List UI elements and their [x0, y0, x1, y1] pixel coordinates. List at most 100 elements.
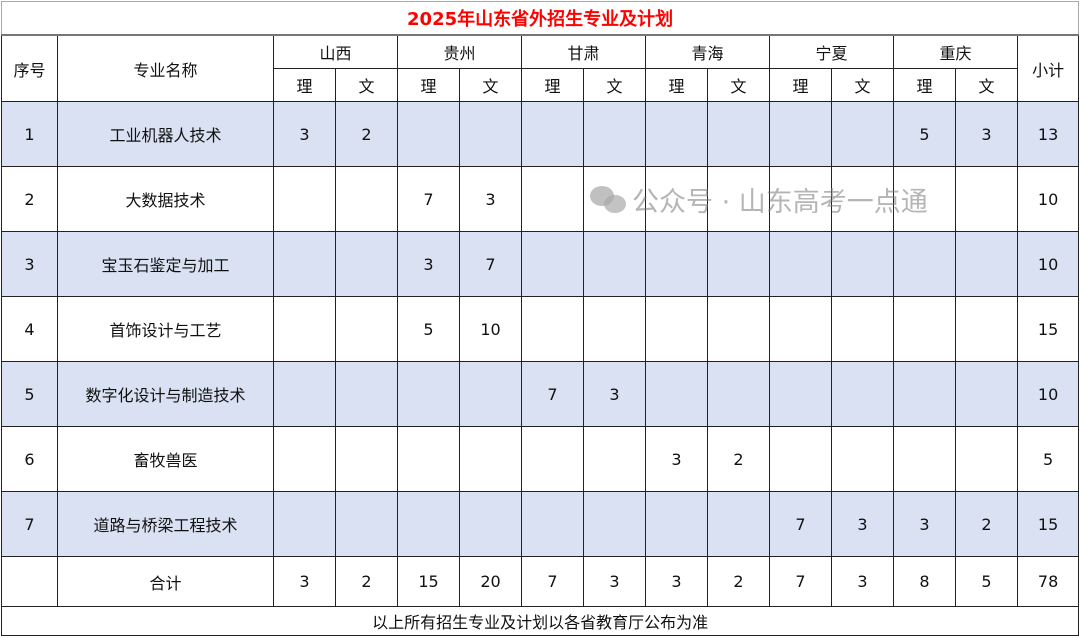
- row-value: [583, 296, 646, 362]
- row-subtotal: 15: [1016, 491, 1080, 557]
- header-science: 理: [397, 68, 460, 102]
- row-value: [645, 231, 708, 297]
- row-index: 4: [1, 296, 58, 362]
- row-value: [397, 361, 460, 427]
- row-value: [645, 101, 708, 167]
- table-row: 1 工业机器人技术 3 2 5 3 13: [1, 101, 1080, 167]
- row-value: 7: [521, 361, 584, 427]
- header-province: 青海: [645, 34, 770, 69]
- row-value: [397, 101, 460, 167]
- header-province: 甘肃: [521, 34, 646, 69]
- row-value: [893, 361, 956, 427]
- row-value: [831, 426, 894, 492]
- row-value: 10: [459, 296, 522, 362]
- row-value: [707, 231, 770, 297]
- row-value: [645, 296, 708, 362]
- row-value: [769, 426, 832, 492]
- row-subtotal: 5: [1016, 426, 1080, 492]
- row-value: 3: [583, 361, 646, 427]
- header-science: 理: [521, 68, 584, 102]
- total-label: 合计: [57, 556, 274, 607]
- row-major: 首饰设计与工艺: [57, 296, 274, 362]
- row-value: [459, 101, 522, 167]
- row-value: [707, 166, 770, 232]
- row-value: [707, 361, 770, 427]
- header-province: 山西: [273, 34, 398, 69]
- table-title: 2025年山东省外招生专业及计划: [0, 1, 1080, 36]
- row-value: [769, 296, 832, 362]
- row-major: 工业机器人技术: [57, 101, 274, 167]
- total-subtotal: 78: [1016, 556, 1080, 607]
- header-index: 序号: [1, 34, 58, 102]
- row-value: [459, 491, 522, 557]
- row-value: [335, 361, 398, 427]
- row-value: [769, 166, 832, 232]
- row-value: [583, 426, 646, 492]
- table-row: 5 数字化设计与制造技术 7 3 10: [1, 361, 1080, 427]
- row-value: [273, 296, 336, 362]
- row-value: [583, 491, 646, 557]
- row-value: [397, 491, 460, 557]
- header-science: 理: [645, 68, 708, 102]
- row-value: [645, 361, 708, 427]
- row-value: 7: [459, 231, 522, 297]
- row-value: [769, 231, 832, 297]
- row-value: 3: [831, 491, 894, 557]
- table-row: 4 首饰设计与工艺 5 10 15: [1, 296, 1080, 362]
- row-value: [521, 426, 584, 492]
- header-province: 宁夏: [769, 34, 894, 69]
- row-value: [583, 166, 646, 232]
- total-value: 8: [893, 556, 956, 607]
- row-value: [707, 296, 770, 362]
- row-value: 2: [707, 426, 770, 492]
- row-value: [831, 296, 894, 362]
- row-value: [335, 166, 398, 232]
- row-value: 3: [893, 491, 956, 557]
- row-value: [583, 231, 646, 297]
- row-major: 数字化设计与制造技术: [57, 361, 274, 427]
- row-value: [521, 296, 584, 362]
- total-value: 20: [459, 556, 522, 607]
- row-major: 道路与桥梁工程技术: [57, 491, 274, 557]
- row-index: 1: [1, 101, 58, 167]
- row-index: 6: [1, 426, 58, 492]
- row-value: [273, 166, 336, 232]
- row-value: [273, 491, 336, 557]
- header-major: 专业名称: [57, 34, 274, 102]
- row-value: [459, 361, 522, 427]
- total-value: 7: [769, 556, 832, 607]
- row-value: [955, 426, 1018, 492]
- row-value: 2: [335, 101, 398, 167]
- row-value: [335, 426, 398, 492]
- table-row: 6 畜牧兽医 3 2 5: [1, 426, 1080, 492]
- row-value: 2: [955, 491, 1018, 557]
- header-arts: 文: [955, 68, 1018, 102]
- row-value: [583, 101, 646, 167]
- row-index: 3: [1, 231, 58, 297]
- total-value: 2: [335, 556, 398, 607]
- row-value: [831, 166, 894, 232]
- row-index: 5: [1, 361, 58, 427]
- row-value: 7: [397, 166, 460, 232]
- row-subtotal: 15: [1016, 296, 1080, 362]
- row-value: [955, 231, 1018, 297]
- footer-note: 以上所有招生专业及计划以各省教育厅公布为准: [0, 606, 1080, 636]
- total-value: 3: [645, 556, 708, 607]
- row-value: [769, 361, 832, 427]
- row-value: [707, 101, 770, 167]
- header-province: 贵州: [397, 34, 522, 69]
- row-subtotal: 10: [1016, 231, 1080, 297]
- table-row: 7 道路与桥梁工程技术 7 3 3 2 15: [1, 491, 1080, 557]
- row-value: 3: [397, 231, 460, 297]
- total-row: 合计 3 2 15 20 7 3 3 2 7 3 8 5 78: [1, 556, 1080, 607]
- row-value: [521, 166, 584, 232]
- row-value: [335, 231, 398, 297]
- row-value: [273, 426, 336, 492]
- header-arts: 文: [459, 68, 522, 102]
- row-value: 5: [893, 101, 956, 167]
- row-value: [955, 166, 1018, 232]
- row-subtotal: 10: [1016, 361, 1080, 427]
- row-value: [831, 101, 894, 167]
- row-index: 2: [1, 166, 58, 232]
